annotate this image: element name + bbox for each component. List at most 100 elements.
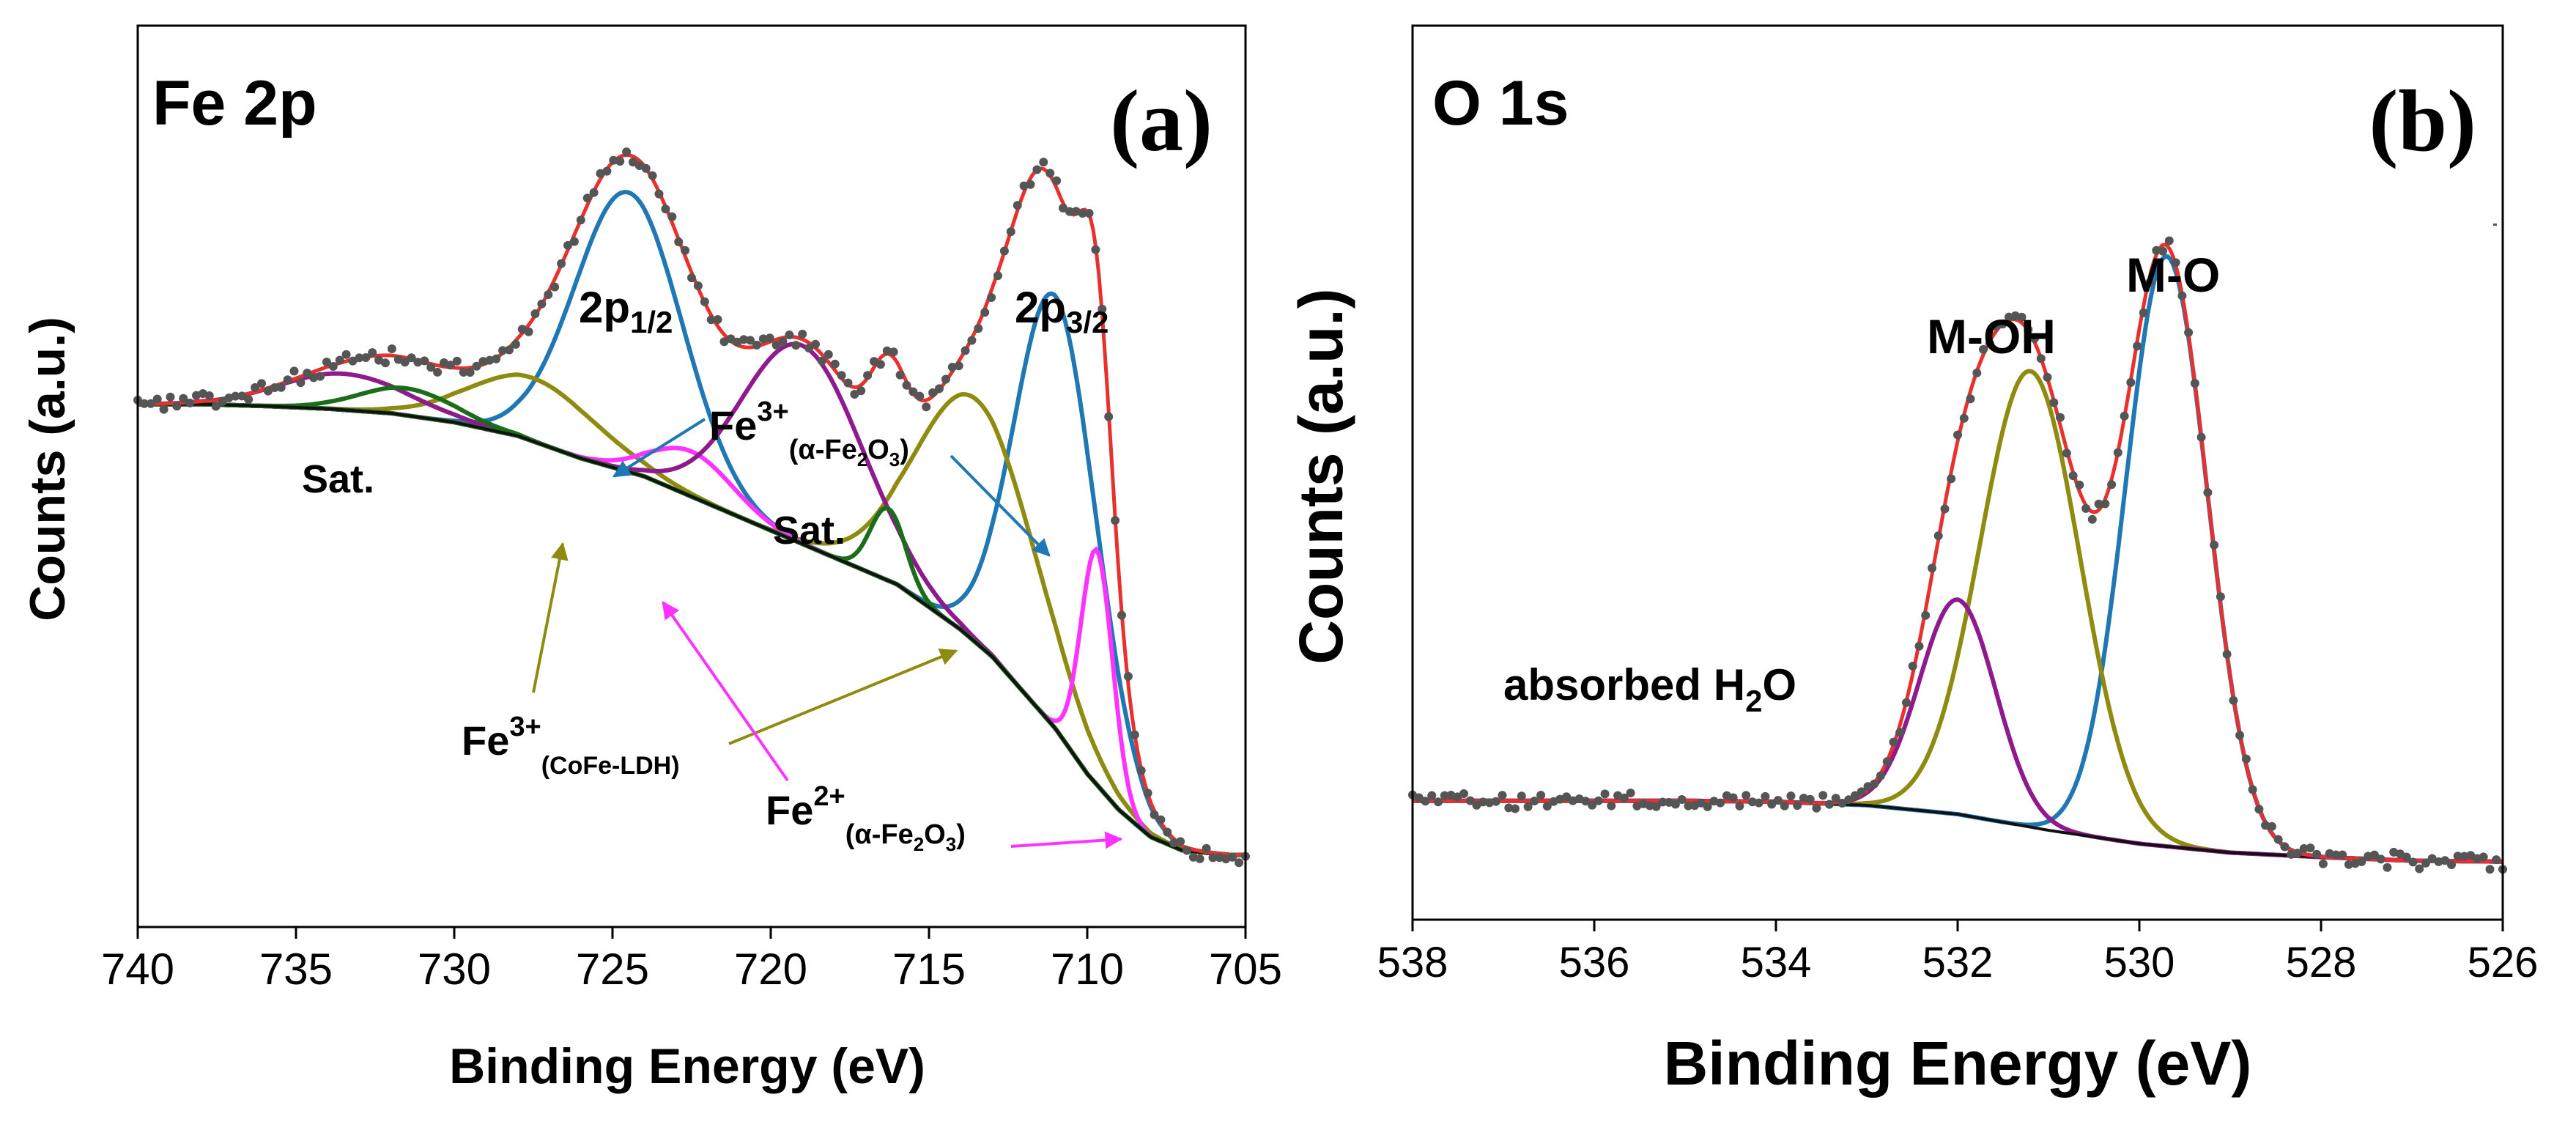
panel-a-data-point (1052, 176, 1062, 185)
panel-a-data-point (935, 384, 944, 394)
panel-b-data-point (2164, 236, 2174, 245)
panel-b-data-point (2030, 334, 2039, 343)
panel-a-data-point (843, 378, 853, 388)
panel-a-data-point (263, 386, 273, 396)
panel-b-data-point (1921, 610, 1931, 620)
panel-b-data-point (1914, 641, 1924, 651)
panel-a-data-point (596, 169, 605, 178)
panel-b-data-point (1498, 791, 1507, 800)
panel-a-data-point (856, 386, 866, 396)
panel-a-data-point (1235, 858, 1244, 868)
panel-b-tick-label: 536 (1559, 939, 1630, 986)
panel-b-data-point (1709, 797, 1719, 806)
panel-b-data-point (2364, 852, 2373, 861)
panel-a-y-label: Counts (a.u.) (20, 317, 75, 621)
panel-b-data-point (2447, 860, 2456, 869)
panel-b-data-point (2120, 411, 2129, 421)
panel-a-data-point (589, 188, 599, 197)
panel-b-data-point (1972, 368, 1982, 377)
panel-b-data-point (2273, 835, 2283, 844)
panel-a-data-point (1111, 516, 1120, 525)
panel-a-data-point (1098, 304, 1107, 314)
panel-b-data-point (2087, 514, 2097, 524)
panel-b-data-point (1465, 796, 1475, 805)
panel-b-data-point (2190, 379, 2199, 388)
panel-b-data-point (1824, 800, 1834, 809)
panel-b-data-point (2081, 503, 2091, 513)
panel-b-data-point (1735, 801, 1744, 810)
panel-b-data-point (2210, 540, 2219, 550)
label-2p12: 2p1/2 (579, 283, 673, 339)
panel-a-data-point (179, 394, 188, 403)
panel-b-data-point (1991, 321, 2001, 330)
panel-b-data-point (1818, 791, 1828, 800)
panel-b-data-point (1485, 798, 1494, 808)
panel-a-x-label: Binding Energy (eV) (449, 1038, 925, 1094)
panel-b-data-point (1626, 789, 1635, 798)
panel-b-data-point (1940, 504, 1950, 514)
arrow-fe3-ldh-a (532, 542, 569, 693)
panel-b-frame (1411, 24, 2504, 921)
panel-b-data-point (1882, 757, 1892, 767)
panel-b-data-point (2171, 258, 2180, 267)
panel-a-data-point (452, 356, 462, 366)
arrow-fe3-oxide-a (612, 418, 706, 478)
panel-a-data-point (348, 356, 358, 366)
panel-b-data-points (1408, 236, 2507, 874)
panel-a-data-point (563, 240, 572, 250)
panel-a-data-point (289, 366, 299, 376)
panel-a-data-point (615, 157, 625, 166)
panel-b-data-point (1607, 801, 1616, 810)
panel-a-data-point (1130, 730, 1139, 739)
panel-a-data-point (785, 330, 794, 339)
panel-b-data-point (1722, 791, 1731, 800)
panel-a-component-7 (138, 371, 1246, 857)
panel-b: 538 536 534 532 530 528 526 O 1s (b) Binding E… (1287, 24, 2539, 1098)
panel-a-data-point (837, 371, 846, 380)
panel-b-data-point (1773, 796, 1783, 805)
panel-b-tick-label: 526 (2468, 939, 2539, 986)
panel-a-data-point (1117, 610, 1126, 620)
panel-a-data-point (544, 290, 553, 299)
panel-a-data-point (1123, 672, 1133, 681)
panel-b-data-point (1613, 791, 1623, 800)
panel-a-data-point (1091, 245, 1100, 254)
panel-a-data-point (407, 353, 416, 363)
panel-b-data-point (2492, 855, 2501, 865)
arrow-fe3-ldh-b (728, 649, 958, 745)
panel-a-data-point (159, 405, 169, 414)
panel-b-data-point (1530, 797, 1539, 806)
panel-a-data-point (758, 334, 768, 344)
panel-b-data-point (1844, 795, 1854, 805)
panel-a-data-point (537, 299, 547, 309)
panel-b-data-point (1780, 801, 1789, 810)
panel-b-data-point (2376, 854, 2386, 864)
panel-a-component-6 (138, 341, 1246, 857)
panel-a-data-point (368, 348, 377, 358)
panel-a-data-point (296, 378, 306, 388)
panel-b-component-2 (1413, 597, 2503, 864)
panel-a-data-point (811, 339, 820, 349)
panel-b-data-point (2248, 785, 2257, 794)
panel-b-data-point (1523, 802, 1533, 811)
panel-a-background-line (138, 402, 1246, 857)
panel-b-data-point (1440, 791, 1449, 800)
panel-a-data-point (152, 394, 162, 404)
panel-b-data-point (2287, 849, 2296, 859)
panel-a-data-point (629, 158, 637, 167)
panel-b-data-point (2325, 849, 2334, 858)
panel-b-data-point (1434, 797, 1443, 807)
panel-a-data-point (1202, 843, 1211, 853)
panel-a-data-point (961, 346, 970, 355)
panel-b-data-point (2075, 480, 2084, 490)
panel-a-tick-label: 725 (576, 945, 649, 994)
panel-b-data-point (2068, 471, 2078, 481)
panel-a-data-point (426, 363, 436, 372)
panel-b-data-point (1549, 797, 1558, 806)
panel-a-data-point (1026, 180, 1035, 189)
panel-a-data-point (661, 204, 670, 214)
panel-a-data-point (316, 372, 325, 381)
panel-b-data-point (2203, 488, 2213, 498)
panel-a-data-point (146, 399, 155, 408)
panel-b-data-point (1504, 803, 1514, 813)
